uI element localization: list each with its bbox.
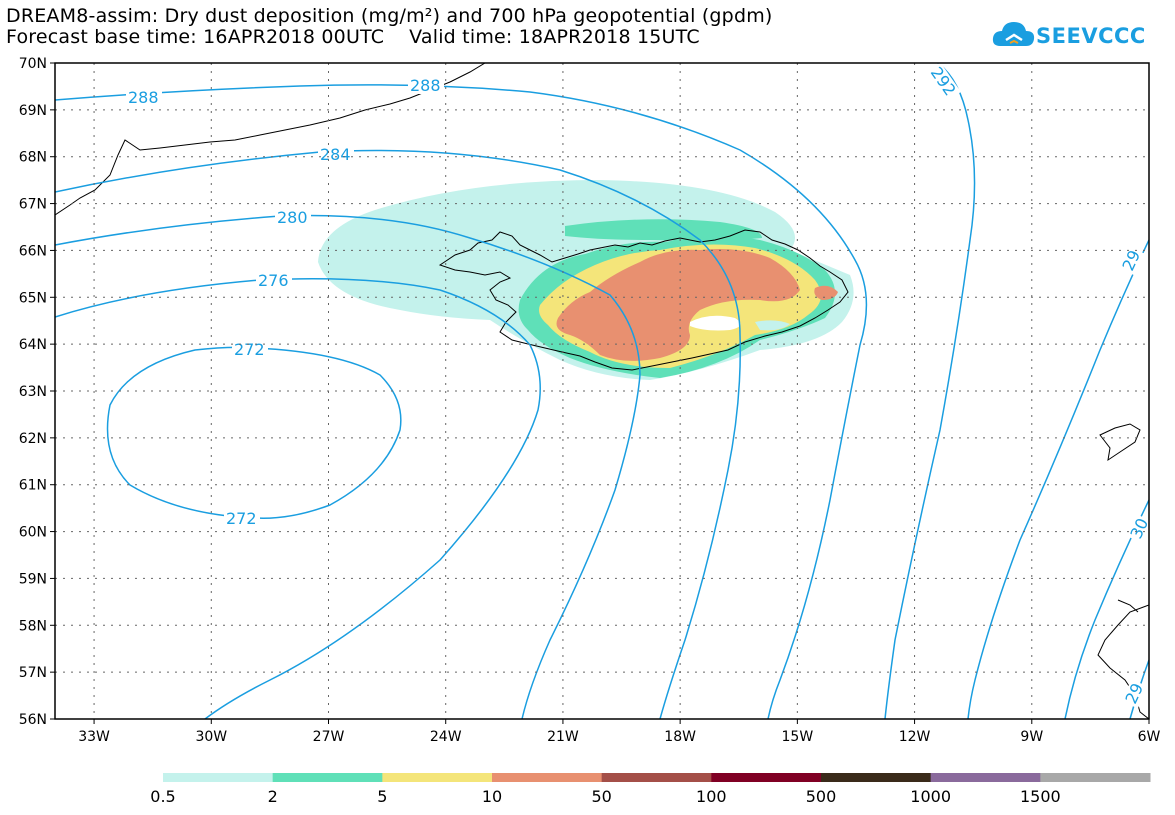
legend-label: 100 xyxy=(696,787,727,806)
lat-label: 59N xyxy=(19,571,47,587)
lon-label: 18W xyxy=(664,729,696,745)
lon-label: 33W xyxy=(78,729,110,745)
scotland-islands xyxy=(1117,599,1139,613)
lon-label: 27W xyxy=(313,729,345,745)
chart-title-line1: DREAM8-assim: Dry dust deposition (mg/m²… xyxy=(6,5,773,27)
contour-288 xyxy=(55,84,868,719)
legend-label: 2 xyxy=(268,787,278,806)
legend-swatch xyxy=(601,773,712,782)
greenland-coast xyxy=(55,63,486,216)
contour-284 xyxy=(55,149,741,719)
legend-label: 500 xyxy=(806,787,837,806)
legend-swatch xyxy=(272,773,383,782)
cloud-icon xyxy=(992,22,1035,46)
dust-hole-east xyxy=(690,315,741,331)
legend-labels: 0.5 2 5 10 50 100 500 1000 1500 xyxy=(150,787,1060,806)
longitude-labels: 33W 30W 27W 24W 21W 18W 15W 12W 9W 6W xyxy=(78,729,1160,745)
legend-swatch xyxy=(382,773,493,782)
legend-bars xyxy=(163,773,1151,782)
legend-swatch xyxy=(1040,773,1151,782)
contour-label: 272 xyxy=(234,340,265,359)
lat-label: 69N xyxy=(19,103,47,119)
lon-label: 6W xyxy=(1138,729,1161,745)
contour-label: 276 xyxy=(258,271,289,290)
axis-ticks xyxy=(50,62,1150,724)
legend-label: 1000 xyxy=(910,787,951,806)
contour-label: 288 xyxy=(128,88,159,107)
lat-label: 57N xyxy=(19,665,47,681)
dust-field-10 xyxy=(556,249,800,361)
lon-label: 30W xyxy=(195,729,227,745)
contour-292 xyxy=(884,63,976,719)
lon-label: 15W xyxy=(782,729,814,745)
lat-label: 70N xyxy=(19,56,47,72)
dust-hole-east2 xyxy=(755,320,790,331)
logo-text: SEEVCCC xyxy=(1036,24,1146,48)
contour-label: 280 xyxy=(277,208,308,227)
latitude-labels: 70N 69N 68N 67N 66N 65N 64N 63N 62N 61N 60N 59N 58N 5… xyxy=(19,56,47,728)
lat-label: 63N xyxy=(19,384,47,400)
legend-swatch xyxy=(163,773,274,782)
legend-label: 50 xyxy=(591,787,611,806)
legend-label: 10 xyxy=(482,787,502,806)
lat-label: 56N xyxy=(19,712,47,728)
lon-label: 24W xyxy=(430,729,462,745)
dust-field-10-east xyxy=(814,285,838,300)
lat-label: 62N xyxy=(19,431,47,447)
contour-label: 272 xyxy=(226,509,257,528)
contour-label: 288 xyxy=(410,76,441,95)
lat-label: 65N xyxy=(19,290,47,306)
map-area: 288 288 284 280 276 272 272 292 29 3 xyxy=(55,63,1152,719)
gridlines xyxy=(55,63,1149,719)
lat-label: 67N xyxy=(19,197,47,213)
lon-label: 9W xyxy=(1020,729,1043,745)
legend-label: 0.5 xyxy=(150,787,175,806)
seevccc-logo: SEEVCCC xyxy=(992,16,1152,60)
lat-label: 66N xyxy=(19,243,47,259)
lat-label: 60N xyxy=(19,525,47,541)
legend-label: 1500 xyxy=(1020,787,1061,806)
lon-label: 12W xyxy=(899,729,931,745)
dust-field-2-strip xyxy=(565,219,762,241)
lat-label: 68N xyxy=(19,150,47,166)
contour-296 xyxy=(967,239,1149,719)
lat-label: 61N xyxy=(19,478,47,494)
legend-swatch xyxy=(821,773,932,782)
chart-title-line2: Forecast base time: 16APR2018 00UTC Vali… xyxy=(6,26,700,48)
contour-label: 30 xyxy=(1126,515,1152,541)
contour-label: 284 xyxy=(320,145,351,164)
legend-swatch xyxy=(492,773,603,782)
legend-swatch xyxy=(711,773,822,782)
legend-swatch xyxy=(930,773,1041,782)
lat-label: 58N xyxy=(19,618,47,634)
legend-label: 5 xyxy=(377,787,387,806)
faroe-islands xyxy=(1099,423,1141,462)
lon-label: 21W xyxy=(547,729,579,745)
lat-label: 64N xyxy=(19,337,47,353)
